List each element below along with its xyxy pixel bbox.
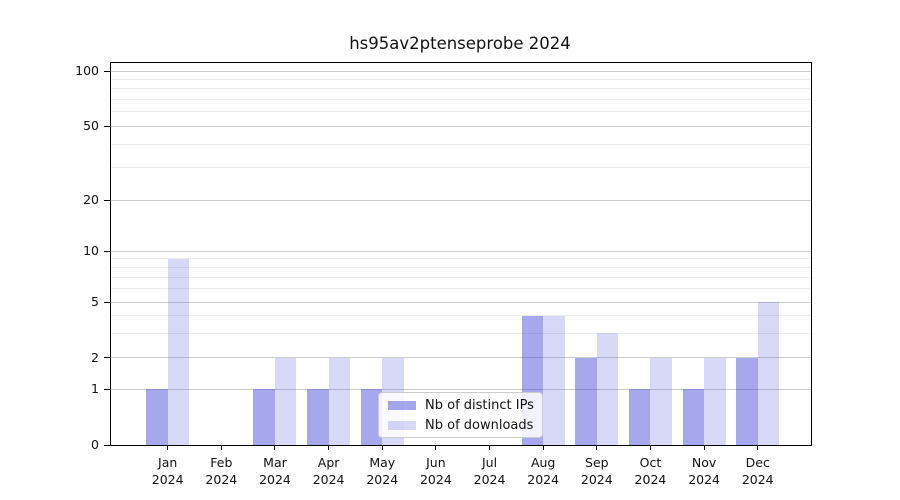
x-tick-mark (328, 445, 330, 450)
legend-swatch-distinct-ips (388, 400, 416, 410)
y-tick-mark (104, 199, 110, 201)
x-tick-mark (435, 445, 437, 450)
x-tick-label: Apr 2024 (312, 455, 345, 487)
minor-gridline (111, 315, 811, 317)
bar-distinct-ips-apr (307, 389, 329, 445)
major-gridline (111, 301, 811, 303)
y-tick-mark (104, 357, 110, 359)
x-tick-label: Jun 2024 (419, 455, 452, 487)
y-tick-label: 10 (83, 243, 99, 258)
major-gridline (111, 357, 811, 359)
major-gridline (111, 250, 811, 252)
y-tick-label: 5 (91, 294, 99, 309)
y-tick-label: 50 (83, 118, 99, 133)
legend-label-distinct-ips: Nb of distinct IPs (425, 397, 534, 413)
x-tick-label: Mar 2024 (259, 455, 291, 487)
legend-row-downloads: Nb of downloads (388, 418, 533, 433)
bar-distinct-ips-mar (253, 389, 275, 445)
bar-distinct-ips-dec (736, 357, 758, 445)
x-tick-mark (542, 445, 544, 450)
x-tick-mark (703, 445, 705, 450)
x-tick-mark (220, 445, 222, 450)
bar-downloads-oct (650, 357, 672, 445)
bar-downloads-aug (543, 315, 565, 445)
minor-gridline (111, 111, 811, 113)
y-tick-mark (104, 444, 110, 446)
bar-distinct-ips-jan (146, 389, 168, 445)
plot-area: 0 1 2 5 10 20 50 100 Jan 2024 Feb 2024 Mar 2024 Apr… (75, 62, 812, 487)
y-tick-label: 1 (91, 381, 99, 397)
x-tick-label: Jul 2024 (473, 455, 506, 487)
major-gridline (111, 70, 811, 72)
bar-downloads-apr (328, 357, 351, 445)
y-tick-mark (104, 250, 110, 252)
legend: Nb of distinct IPs Nb of downloads (378, 392, 543, 438)
bar-downloads-jan (167, 258, 190, 445)
x-tick-mark (596, 445, 598, 450)
major-gridline (111, 388, 811, 390)
x-tick-label: Sep 2024 (580, 455, 613, 487)
x-tick-label: Oct 2024 (634, 455, 667, 487)
x-tick-mark (649, 445, 651, 450)
minor-gridline (111, 288, 811, 290)
y-tick-mark (104, 70, 110, 72)
minor-gridline (111, 143, 811, 145)
bar-distinct-ips-sep (575, 357, 597, 445)
minor-gridline (111, 258, 811, 260)
minor-gridline (111, 78, 811, 80)
y-tick-label: 0 (91, 437, 99, 452)
minor-gridline (111, 332, 811, 334)
y-tick-mark (104, 301, 110, 303)
legend-row-distinct-ips: Nb of distinct IPs (388, 397, 534, 413)
x-tick-mark (381, 445, 383, 450)
major-gridline (111, 125, 811, 127)
legend-swatch-downloads (388, 420, 416, 430)
minor-gridline (111, 266, 811, 268)
x-tick-mark (489, 445, 491, 450)
y-tick-label: 2 (91, 349, 99, 365)
x-tick-label: Aug 2024 (527, 455, 560, 487)
bar-downloads-nov (704, 357, 726, 445)
minor-gridline (111, 276, 811, 278)
x-tick-label: May 2024 (366, 455, 399, 487)
y-tick-label: 20 (83, 192, 99, 207)
bar-downloads-dec (757, 302, 780, 445)
y-tick-mark (104, 125, 110, 127)
chart-title: hs95av2ptenseprobe 2024 (349, 34, 571, 53)
y-tick-mark (104, 388, 110, 390)
bar-distinct-ips-nov (682, 389, 705, 445)
y-tick-label: 100 (75, 63, 99, 78)
legend-label-downloads: Nb of downloads (425, 417, 534, 433)
minor-gridline (111, 166, 811, 168)
x-tick-mark (274, 445, 276, 450)
bar-downloads-mar (274, 357, 297, 445)
x-tick-label: Feb 2024 (205, 455, 238, 487)
x-tick-mark (757, 445, 759, 450)
bar-distinct-ips-may (360, 389, 383, 445)
minor-gridline (111, 88, 811, 90)
x-tick-label: Nov 2024 (688, 455, 720, 487)
bar-distinct-ips-oct (628, 389, 651, 445)
x-tick-label: Jan 2024 (151, 455, 184, 487)
x-tick-label: Dec 2024 (741, 455, 774, 487)
x-tick-mark (167, 445, 169, 450)
bar-downloads-sep (596, 333, 619, 445)
minor-gridline (111, 98, 811, 100)
major-gridline (111, 199, 811, 201)
